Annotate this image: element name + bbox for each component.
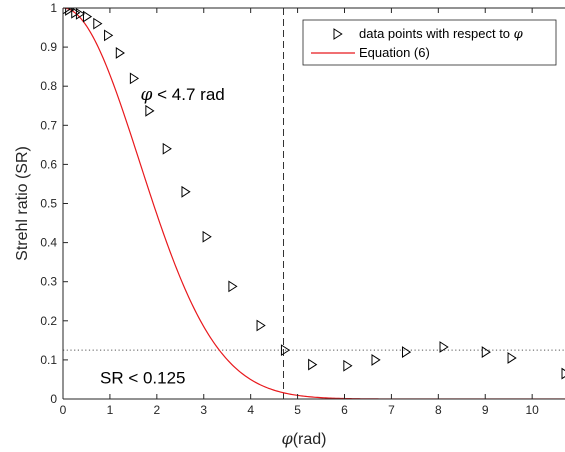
data-point-marker <box>104 29 114 42</box>
annotation-text: < 4.7 rad <box>152 85 224 104</box>
y-tick-label: 0 <box>50 392 57 406</box>
y-tick-label: 0.4 <box>40 236 57 250</box>
data-point-marker <box>439 341 449 353</box>
data-point-marker <box>65 8 75 16</box>
phi-threshold-annotation: φ < 4.7 rad <box>141 85 225 105</box>
data-point-marker <box>401 346 412 358</box>
data-point-marker <box>561 367 565 380</box>
x-tick-label: 1 <box>107 403 114 417</box>
y-tick-label: 1 <box>50 1 57 15</box>
data-point-marker <box>202 230 212 243</box>
legend-line-label: Equation (6) <box>359 45 430 60</box>
y-tick-label: 0.3 <box>40 275 57 289</box>
plot-area <box>63 8 565 399</box>
data-point-marker <box>280 344 291 357</box>
annotation-text: SR < 0.125 <box>100 368 186 387</box>
x-axis-title-text: (rad) <box>293 431 327 448</box>
data-point-marker <box>63 8 72 15</box>
y-tick-label: 0.6 <box>40 157 57 171</box>
x-tick-label: 7 <box>388 403 395 417</box>
data-point-marker <box>129 72 140 85</box>
data-point-marker <box>308 358 318 371</box>
data-point-marker <box>75 8 86 20</box>
data-point-marker <box>371 353 381 366</box>
x-tick-label: 0 <box>60 403 67 417</box>
legend-data-symbol: φ <box>514 27 524 42</box>
data-point-marker <box>162 142 172 155</box>
x-axis-title: φ(rad) <box>282 429 327 448</box>
sr-threshold-annotation: SR < 0.125 <box>100 368 186 387</box>
data-point-marker <box>71 8 81 19</box>
data-point-marker <box>343 359 353 372</box>
data-point-marker <box>115 47 125 59</box>
legend-data-text: data points with respect to <box>359 26 514 41</box>
y-tick-label: 0.5 <box>40 197 57 211</box>
equation-6-line <box>63 8 565 399</box>
data-point-marker <box>481 346 491 358</box>
y-tick-label: 0.2 <box>40 314 57 328</box>
reference-lines <box>63 8 565 399</box>
y-tick-label: 0.1 <box>40 353 57 367</box>
x-tick-label: 2 <box>153 403 160 417</box>
legend: data points with respect to φ Equation (6… <box>302 19 557 66</box>
y-tick-label: 0.7 <box>40 118 57 132</box>
axes: 0 1 2 3 4 5 6 7 8 9 10 0 0.1 0.2 0.3 0.4 0.5 0.6 0.7 0.8 0.9… <box>14 1 565 448</box>
y-axis-title: Strehl ratio (SR) <box>14 146 31 261</box>
data-point-marker <box>93 17 103 30</box>
legend-marker-icon <box>333 28 343 40</box>
y-tick-label: 0.9 <box>40 40 57 54</box>
x-tick-label: 4 <box>247 403 254 417</box>
x-tick-label: 10 <box>525 403 539 417</box>
x-tick-label: 8 <box>435 403 442 417</box>
legend-box <box>302 19 557 66</box>
x-tick-label: 6 <box>341 403 348 417</box>
x-axis-title-symbol: φ <box>282 429 294 448</box>
data-point-marker <box>181 185 191 198</box>
data-point-marker <box>507 352 517 364</box>
plot-background <box>63 8 565 399</box>
legend-data-label: data points with respect to φ <box>359 26 524 42</box>
equation-curve <box>63 8 565 399</box>
annotation-symbol: φ <box>141 85 153 105</box>
x-tick-label: 9 <box>482 403 489 417</box>
data-point-marker <box>82 10 93 23</box>
y-tick-label: 0.8 <box>40 79 57 93</box>
data-markers <box>63 8 565 380</box>
annotations: φ < 4.7 rad SR < 0.125 <box>100 85 225 387</box>
data-point-marker <box>256 319 266 332</box>
x-tick-label: 5 <box>294 403 301 417</box>
data-point-marker <box>228 280 238 293</box>
x-tick-label: 3 <box>200 403 207 417</box>
data-point-marker <box>145 104 155 117</box>
